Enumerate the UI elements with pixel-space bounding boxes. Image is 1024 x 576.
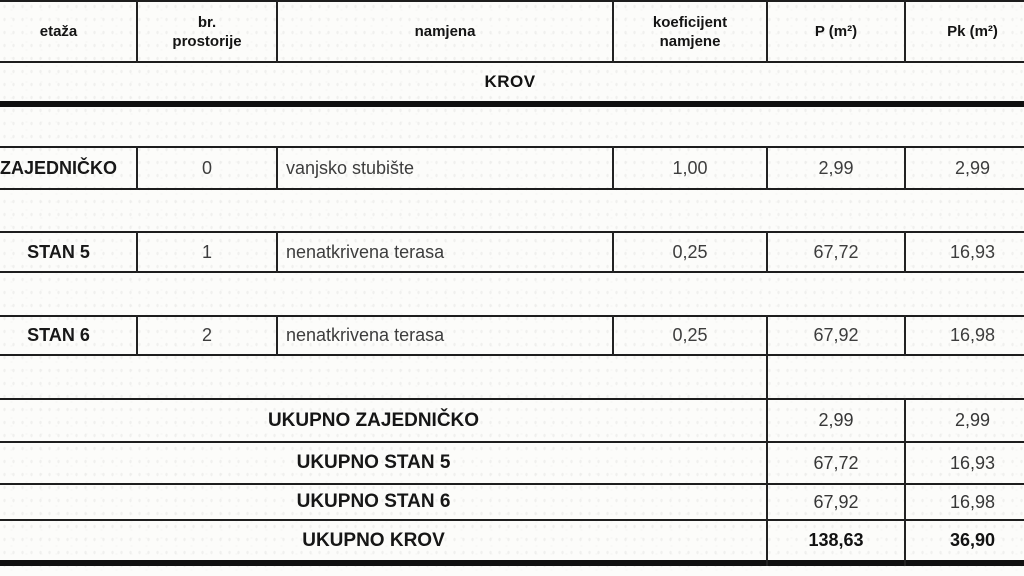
total-krov-p: 138,63 [808, 530, 864, 550]
table-row: STAN 6 2 nenatkrivena terasa 0,25 67,92 … [0, 317, 1024, 354]
row1-divider-4 [766, 146, 768, 190]
totals-rule-3 [0, 519, 1024, 521]
row2-divider-3 [612, 231, 614, 273]
row3-pk: 16,98 [949, 325, 996, 345]
row2-divider-5 [904, 231, 906, 273]
row3-namjena: nenatkrivena terasa [286, 325, 445, 345]
row1-p: 2,99 [818, 157, 854, 178]
row3-divider-5 [904, 315, 906, 356]
row2-divider-4 [766, 231, 768, 273]
row2-br: 1 [201, 241, 212, 262]
col-header-p-label: P (m²) [814, 23, 858, 40]
row2-divider-2 [276, 231, 278, 273]
section-thick-rule [0, 101, 1024, 107]
section-title: KROV [0, 63, 1024, 101]
row2-divider-1 [136, 231, 138, 273]
row2-etaza: STAN 5 [27, 241, 90, 262]
row1-bottom-rule [0, 188, 1024, 190]
header-col-divider-4 [766, 0, 768, 63]
row1-divider-5 [904, 146, 906, 190]
total-stan6-p: 67,92 [813, 491, 859, 512]
row3-bottom-rule [0, 354, 1024, 356]
row1-divider-1 [136, 146, 138, 190]
row1-divider-2 [276, 146, 278, 190]
row3-top-rule [0, 315, 1024, 317]
col-header-br-prostorije: br. prostorije [137, 2, 277, 61]
row3-br: 2 [201, 325, 212, 345]
row1-namjena: vanjsko stubište [286, 157, 415, 178]
table-header-row: etaža br. prostorije namjena koeficijent… [0, 2, 1024, 61]
row2-p: 67,72 [813, 241, 859, 262]
col-header-koeficijent: koeficijent namjene [613, 2, 767, 61]
table-row: ZAJEDNIČKO 0 vanjsko stubište 1,00 2,99 … [0, 148, 1024, 188]
row1-koef: 1,00 [672, 157, 708, 178]
total-zajednicko-pk: 2,99 [954, 410, 991, 430]
totals-row: UKUPNO STAN 6 67,92 16,98 [0, 485, 1024, 519]
table-row: STAN 5 1 nenatkrivena terasa 0,25 67,72 … [0, 233, 1024, 271]
row3-etaza: STAN 6 [27, 325, 90, 345]
col-header-koef-line1: koeficijent [652, 13, 728, 31]
totals-divider-pk [904, 398, 906, 566]
totals-row: UKUPNO STAN 5 67,72 16,93 [0, 443, 1024, 483]
row1-br: 0 [201, 157, 212, 178]
col-header-koef-line2: namjene [659, 32, 721, 50]
row2-namjena: nenatkrivena terasa [286, 241, 445, 262]
total-zajednicko-label: UKUPNO ZAJEDNIČKO [267, 409, 480, 431]
total-krov-label: UKUPNO KROV [302, 529, 445, 551]
header-col-divider-3 [612, 0, 614, 63]
total-stan6-pk: 16,98 [949, 491, 996, 512]
col-header-namjena: namjena [277, 2, 613, 61]
header-col-divider-5 [904, 0, 906, 63]
row3-p: 67,92 [813, 325, 859, 345]
row2-pk: 16,93 [949, 241, 996, 262]
col-header-etaza: etaža [0, 2, 137, 61]
row3-koef: 0,25 [672, 325, 708, 345]
col-header-pk: Pk (m²) [905, 2, 1024, 61]
col-header-br-line2: prostorije [172, 32, 242, 50]
total-stan5-pk: 16,93 [949, 452, 996, 473]
totals-divider-p [766, 398, 768, 566]
col-header-etaza-label: etaža [39, 23, 78, 40]
col-header-pk-label: Pk (m²) [947, 23, 998, 40]
totals-row: UKUPNO ZAJEDNIČKO 2,99 2,99 [0, 400, 1024, 441]
row1-divider-3 [612, 146, 614, 190]
row3-divider-4 [766, 315, 768, 356]
col-header-br-prostorije-stack: br. prostorije [172, 13, 241, 51]
totals-row-grand: UKUPNO KROV 138,63 36,90 [0, 521, 1024, 560]
table-border-bottom [0, 560, 1024, 566]
total-stan5-label: UKUPNO STAN 5 [296, 452, 451, 473]
table-border-top [0, 0, 1024, 2]
header-col-divider-2 [276, 0, 278, 63]
row2-bottom-rule [0, 271, 1024, 273]
row1-pk: 2,99 [954, 157, 991, 178]
total-zajednicko-p: 2,99 [818, 410, 854, 430]
row1-top-rule [0, 146, 1024, 148]
header-col-divider-1 [136, 0, 138, 63]
col-header-p: P (m²) [767, 2, 905, 61]
total-krov-pk: 36,90 [949, 530, 996, 550]
row2-koef: 0,25 [672, 241, 708, 262]
section-row: KROV [0, 63, 1024, 101]
row3-divider-2 [276, 315, 278, 356]
col-header-br-line1: br. [197, 13, 217, 31]
totals-top-rule [0, 398, 1024, 400]
totals-rule-1 [0, 441, 1024, 443]
row3-divider-1 [136, 315, 138, 356]
col-header-namjena-label: namjena [414, 23, 476, 40]
col-header-koeficijent-stack: koeficijent namjene [653, 13, 727, 51]
total-stan6-label: UKUPNO STAN 6 [296, 491, 451, 512]
section-title-label: KROV [484, 72, 536, 91]
header-bottom-rule [0, 61, 1024, 63]
row2-top-rule [0, 231, 1024, 233]
row1-etaza: ZAJEDNIČKO [0, 157, 117, 178]
totals-rule-2 [0, 483, 1024, 485]
total-stan5-p: 67,72 [813, 452, 859, 473]
gap-divider-p [766, 354, 768, 400]
row3-divider-3 [612, 315, 614, 356]
